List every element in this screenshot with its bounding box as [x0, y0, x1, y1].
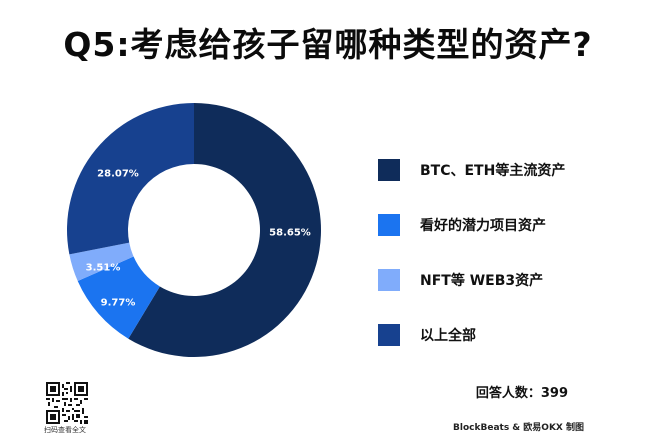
legend-swatch-icon [378, 268, 400, 291]
donut-chart: 58.65% 9.77% 3.51% 28.07% [66, 102, 322, 358]
legend: BTC、ETH等主流资产 看好的潜力项目资产 NFT等 WEB3资产 以上全部 [378, 158, 565, 378]
legend-item-mainstream: BTC、ETH等主流资产 [378, 158, 565, 181]
legend-swatch-icon [378, 323, 400, 346]
slice-label-nft: 3.51% [85, 262, 121, 274]
legend-item-potential: 看好的潜力项目资产 [378, 213, 565, 236]
donut-svg [67, 103, 321, 357]
legend-label: BTC、ETH等主流资产 [420, 162, 566, 179]
legend-swatch-icon [378, 158, 400, 181]
legend-item-nft: NFT等 WEB3资产 [378, 268, 565, 291]
donut-slice [128, 103, 321, 357]
donut-slice [67, 103, 194, 255]
slice-label-mainstream: 58.65% [269, 227, 311, 239]
legend-label: 看好的潜力项目资产 [420, 217, 546, 234]
legend-label: 以上全部 [420, 327, 476, 344]
qr-code-icon[interactable] [46, 382, 88, 424]
legend-label: NFT等 WEB3资产 [420, 272, 544, 289]
chart-title: Q5:考虑给孩子留哪种类型的资产? [63, 25, 593, 64]
donut-slice [77, 256, 160, 339]
qr-caption: 扫码查看全文 [44, 426, 86, 434]
donut-slice [69, 242, 134, 282]
legend-item-all: 以上全部 [378, 323, 565, 346]
slice-label-potential: 9.77% [100, 297, 136, 309]
slice-label-all: 28.07% [97, 168, 139, 180]
chart-credit: BlockBeats & 欧易OKX 制图 [453, 423, 584, 433]
respondent-count: 回答人数：399 [475, 386, 568, 401]
legend-swatch-icon [378, 213, 400, 236]
